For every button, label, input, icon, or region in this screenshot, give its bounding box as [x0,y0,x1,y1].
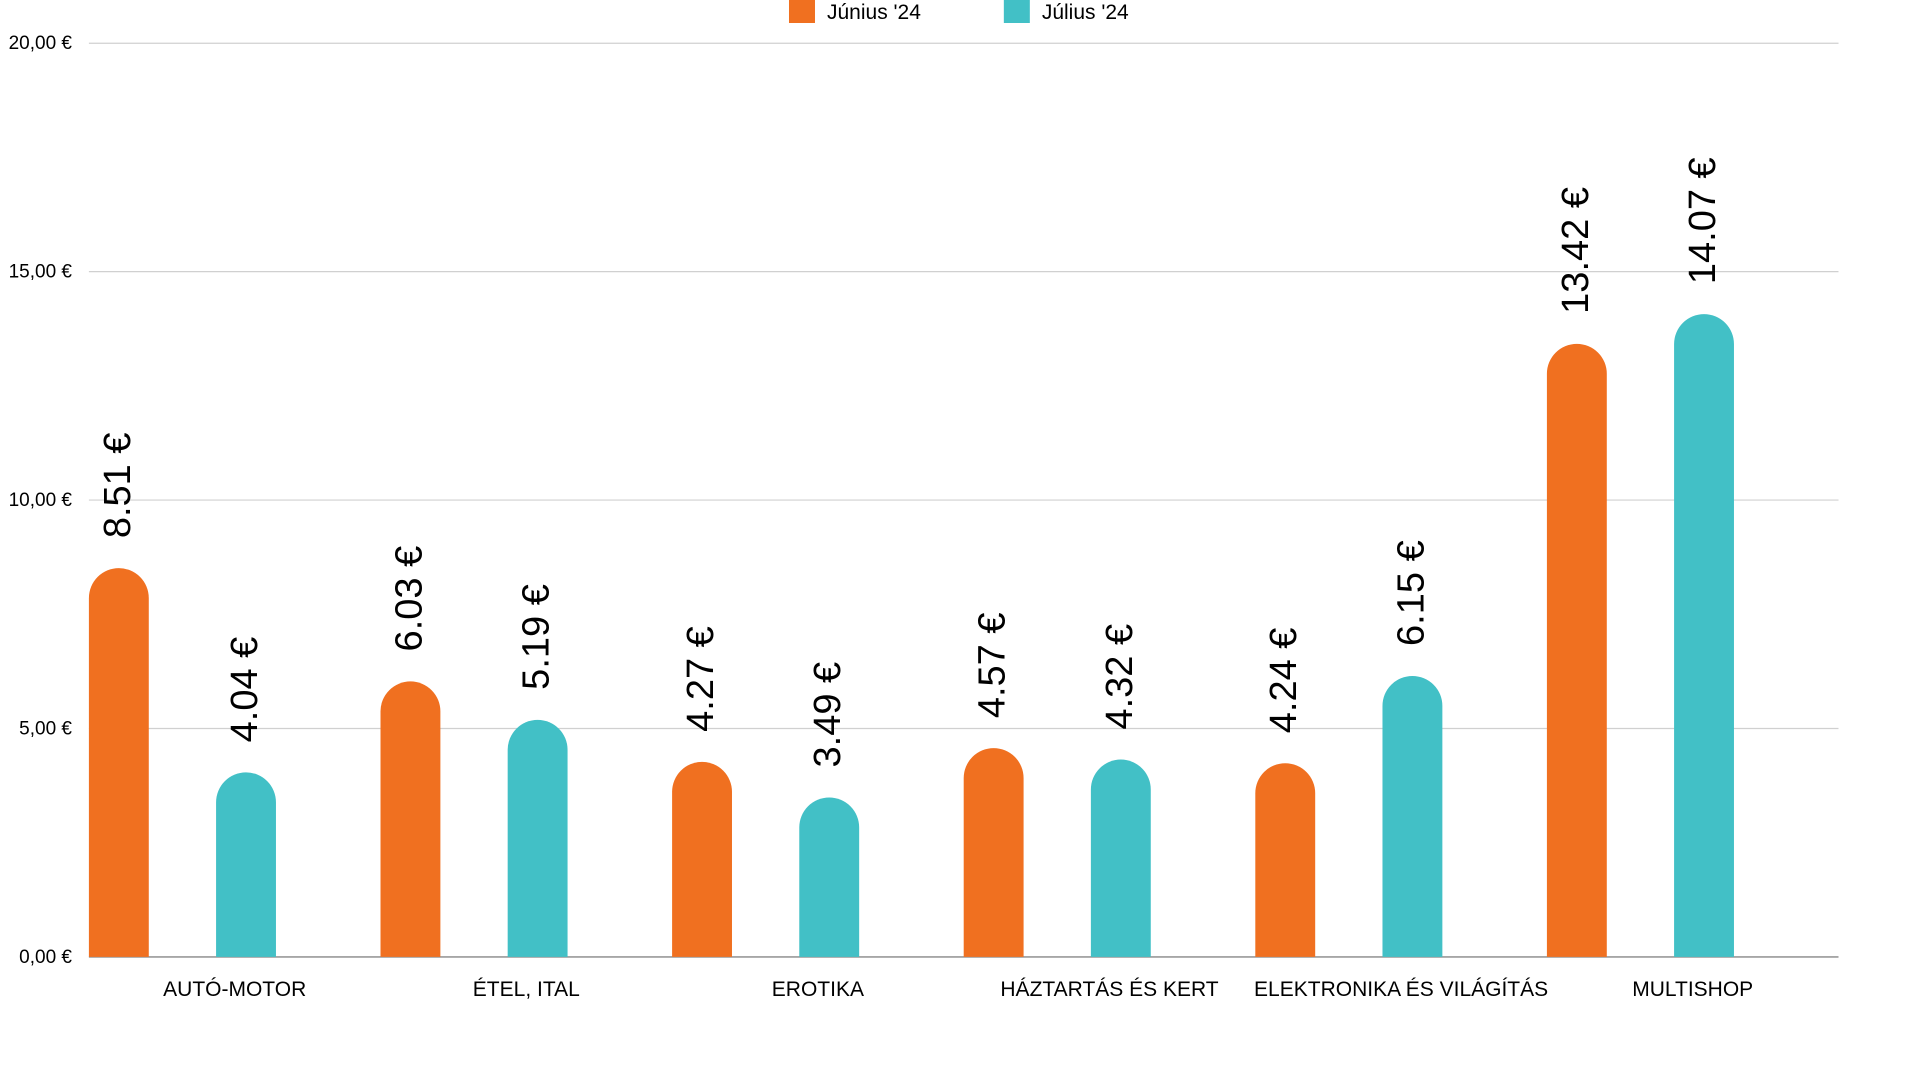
bar-julius-5[interactable] [1674,314,1734,957]
bar-value-label: 6.03 € [388,546,430,652]
bar-julius-3[interactable] [1090,759,1151,957]
y-tick-label: 20,00 € [9,33,73,54]
y-axis-ticks: 0,00 € 5,00 € 10,00 € 15,00 € 20,00 € [9,33,73,968]
x-tick-label: AUTÓ-MOTOR [163,978,306,1001]
bar-junius-4[interactable] [1255,763,1316,957]
bar-junius-2[interactable] [672,761,732,957]
bar-value-label: 8.51 € [97,432,139,538]
bar-value-label: 14.07 € [1682,157,1724,284]
bars [88,314,1734,957]
bar-value-label: 13.42 € [1555,187,1597,314]
bar-value-label: 5.19 € [516,584,558,690]
bar-value-label: 4.57 € [972,612,1014,718]
bar-value-label: 4.24 € [1263,628,1305,734]
y-tick-label: 10,00 € [9,490,73,511]
legend-item-junius[interactable]: Június '24 [788,0,921,24]
y-tick-label: 0,00 € [19,947,72,968]
x-tick-label: HÁZTARTÁS ÉS KERT [1000,978,1218,1001]
bar-julius-4[interactable] [1382,675,1443,957]
legend[interactable]: Június '24 Július '24 [788,0,1129,24]
bar-value-label: 4.04 € [224,637,266,743]
bar-value-label: 4.27 € [680,626,722,732]
legend-label: Július '24 [1042,1,1129,24]
bar-junius-5[interactable] [1546,343,1607,957]
bar-value-label: 3.49 € [807,662,849,768]
x-tick-label: ELEKTRONIKA ÉS VILÁGÍTÁS [1254,978,1548,1001]
legend-swatch [1003,0,1030,23]
bar-junius-0[interactable] [88,568,149,957]
bar-julius-2[interactable] [799,797,860,957]
x-tick-label: EROTIKA [772,978,864,1001]
legend-label: Június '24 [827,1,921,24]
y-tick-label: 5,00 € [19,718,72,739]
x-tick-label: MULTISHOP [1632,978,1753,1001]
bar-value-label: 6.15 € [1390,540,1432,646]
bar-junius-1[interactable] [380,681,441,957]
x-tick-label: ÉTEL, ITAL [473,978,580,1001]
x-axis-ticks: AUTÓ-MOTOR ÉTEL, ITAL EROTIKA HÁZTARTÁS ÉS … [163,978,1753,1001]
bar-value-label: 4.32 € [1099,624,1141,730]
legend-swatch [788,0,815,23]
y-tick-label: 15,00 € [9,262,73,283]
bar-julius-1[interactable] [507,719,568,957]
legend-item-julius[interactable]: Július '24 [1003,0,1129,24]
data-labels: 8.51 € 4.04 € 6.03 € 5.19 € 4.27 € 3.49 € 4.57… [97,157,1724,767]
bar-julius-0[interactable] [216,772,276,957]
bar-junius-3[interactable] [963,748,1024,957]
